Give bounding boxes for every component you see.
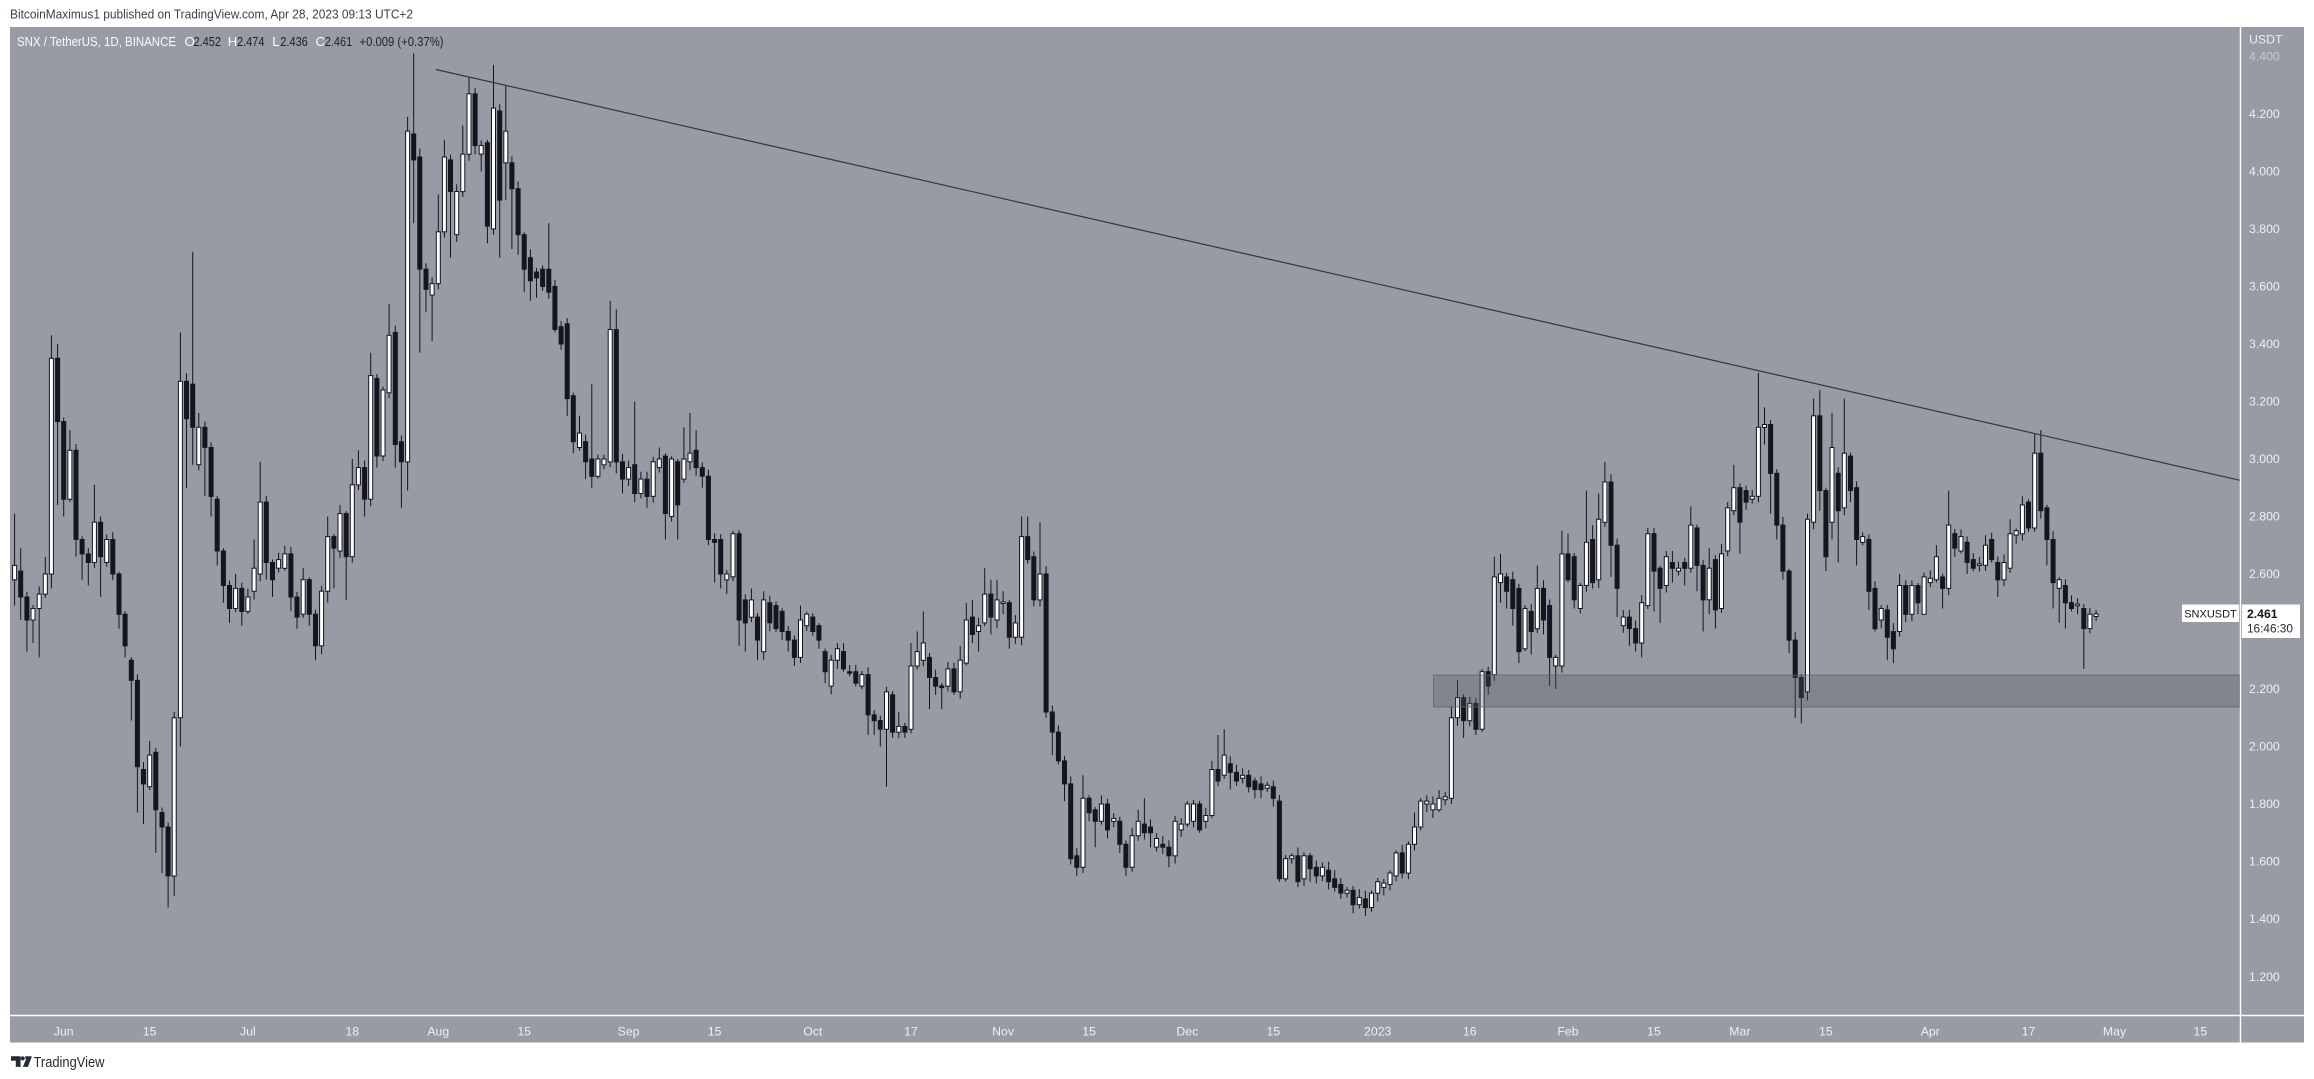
svg-text:O: O bbox=[185, 34, 195, 49]
svg-text:Feb: Feb bbox=[1557, 1025, 1578, 1039]
svg-text:Oct: Oct bbox=[803, 1025, 823, 1039]
svg-text:L: L bbox=[272, 34, 279, 49]
svg-text:15: 15 bbox=[517, 1025, 531, 1039]
svg-text:1.800: 1.800 bbox=[2249, 797, 2280, 811]
svg-text:C: C bbox=[316, 34, 326, 49]
svg-text:2.452: 2.452 bbox=[194, 34, 222, 49]
svg-text:Jun: Jun bbox=[54, 1025, 74, 1039]
svg-text:SNX / TetherUS, 1D, BINANCE: SNX / TetherUS, 1D, BINANCE bbox=[17, 34, 176, 49]
svg-text:15: 15 bbox=[1819, 1025, 1833, 1039]
svg-text:15: 15 bbox=[2194, 1025, 2208, 1039]
svg-text:4.200: 4.200 bbox=[2249, 107, 2280, 121]
svg-text:18: 18 bbox=[345, 1025, 359, 1039]
svg-text:15: 15 bbox=[708, 1025, 722, 1039]
svg-text:2.600: 2.600 bbox=[2249, 567, 2280, 581]
svg-text:15: 15 bbox=[1647, 1025, 1661, 1039]
svg-text:16:46:30: 16:46:30 bbox=[2247, 622, 2293, 636]
svg-text:1.200: 1.200 bbox=[2249, 970, 2280, 984]
svg-text:15: 15 bbox=[1266, 1025, 1280, 1039]
svg-text:2.000: 2.000 bbox=[2249, 740, 2280, 754]
svg-text:H: H bbox=[228, 34, 238, 49]
svg-text:Jul: Jul bbox=[240, 1025, 256, 1039]
svg-text:May: May bbox=[2103, 1025, 2127, 1039]
svg-text:2.436: 2.436 bbox=[280, 34, 308, 49]
svg-text:3.600: 3.600 bbox=[2249, 280, 2280, 294]
svg-text:TradingView: TradingView bbox=[34, 1055, 105, 1071]
svg-text:3.200: 3.200 bbox=[2249, 395, 2280, 409]
svg-text:4.400: 4.400 bbox=[2249, 50, 2280, 64]
svg-text:2.461: 2.461 bbox=[2247, 607, 2278, 621]
svg-text:3.400: 3.400 bbox=[2249, 337, 2280, 351]
svg-text:Mar: Mar bbox=[1729, 1025, 1750, 1039]
svg-text:15: 15 bbox=[143, 1025, 157, 1039]
svg-text:2.800: 2.800 bbox=[2249, 510, 2280, 524]
svg-text:3.800: 3.800 bbox=[2249, 222, 2280, 236]
svg-text:2.461: 2.461 bbox=[325, 34, 353, 49]
svg-text:Apr: Apr bbox=[1921, 1025, 1940, 1039]
svg-text:1.400: 1.400 bbox=[2249, 912, 2280, 926]
svg-text:USDT: USDT bbox=[2249, 33, 2283, 47]
svg-text:Aug: Aug bbox=[427, 1025, 449, 1039]
svg-text:Dec: Dec bbox=[1176, 1025, 1198, 1039]
svg-text:3.000: 3.000 bbox=[2249, 452, 2280, 466]
svg-text:2023: 2023 bbox=[1364, 1025, 1392, 1039]
svg-text:1.600: 1.600 bbox=[2249, 855, 2280, 869]
svg-text:2.474: 2.474 bbox=[237, 34, 265, 49]
svg-text:+0.009 (+0.37%): +0.009 (+0.37%) bbox=[360, 34, 444, 49]
svg-text:BitcoinMaximus1 published on T: BitcoinMaximus1 published on TradingView… bbox=[10, 7, 413, 22]
svg-text:16: 16 bbox=[1463, 1025, 1477, 1039]
svg-text:SNXUSDT: SNXUSDT bbox=[2184, 609, 2237, 621]
svg-text:17: 17 bbox=[904, 1025, 918, 1039]
svg-text:4.000: 4.000 bbox=[2249, 165, 2280, 179]
svg-text:15: 15 bbox=[1082, 1025, 1096, 1039]
svg-text:2.200: 2.200 bbox=[2249, 682, 2280, 696]
svg-text:17: 17 bbox=[2022, 1025, 2036, 1039]
svg-text:Sep: Sep bbox=[618, 1025, 640, 1039]
svg-text:Nov: Nov bbox=[992, 1025, 1015, 1039]
